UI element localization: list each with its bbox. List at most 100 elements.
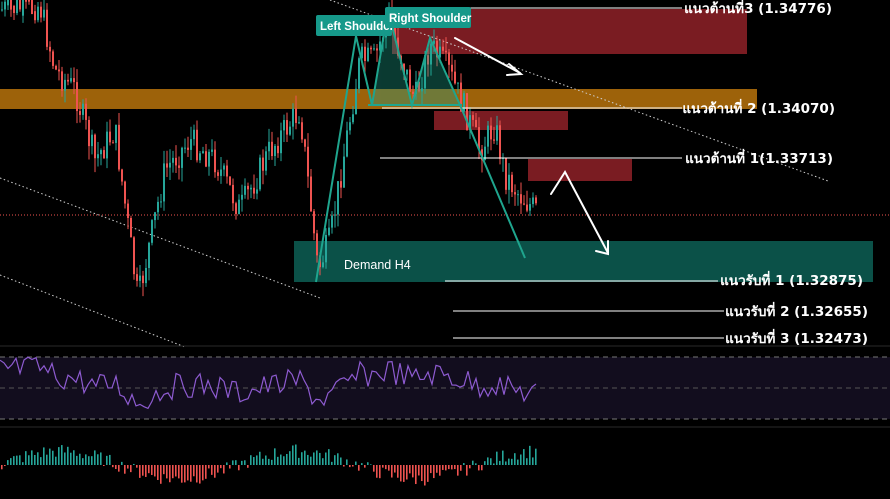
candle-body xyxy=(463,93,465,112)
candle-body xyxy=(520,194,522,204)
candle-body xyxy=(136,274,138,281)
macd-bar xyxy=(232,460,234,465)
macd-bar xyxy=(127,465,129,469)
macd-bar xyxy=(502,450,504,465)
candle-body xyxy=(379,41,381,51)
macd-bar xyxy=(16,455,18,465)
candle-body xyxy=(52,51,54,66)
candle-body xyxy=(373,48,375,50)
macd-bar xyxy=(454,465,456,470)
candle-body xyxy=(250,187,252,190)
candle-body xyxy=(418,81,420,92)
candle-body xyxy=(316,233,318,256)
macd-bar xyxy=(484,461,486,465)
candle-body xyxy=(529,204,531,211)
candle-body xyxy=(13,5,15,13)
candle-body xyxy=(49,46,51,52)
macd-bar xyxy=(199,465,201,484)
candle-body xyxy=(142,275,144,284)
candle-body xyxy=(109,131,111,143)
macd-bar xyxy=(394,465,396,473)
macd-bar xyxy=(145,465,147,477)
macd-bar xyxy=(298,457,300,465)
macd-bar xyxy=(268,458,270,465)
candle-body xyxy=(289,126,291,135)
macd-bar xyxy=(43,447,45,465)
arrow-lower-path xyxy=(550,170,609,254)
macd-bar xyxy=(115,465,117,470)
support-3-label: แนวรับที่ 3 (1.32473) xyxy=(725,328,868,347)
candle-body xyxy=(514,192,516,195)
candle-body xyxy=(28,0,30,2)
macd-bar xyxy=(64,452,66,465)
candle-body xyxy=(235,203,237,215)
macd-bar xyxy=(76,455,78,465)
macd-bar xyxy=(193,465,195,477)
right-shoulder-tag xyxy=(385,7,471,28)
macd-bar xyxy=(364,465,366,468)
macd-bar xyxy=(400,465,402,482)
candle-body xyxy=(421,88,423,92)
candle-body xyxy=(82,103,84,115)
macd-bar xyxy=(328,449,330,465)
macd-bar xyxy=(73,450,75,465)
macd-bar xyxy=(184,465,186,483)
macd-bar xyxy=(58,447,60,465)
macd-bar xyxy=(361,463,363,465)
candle-body xyxy=(160,201,162,203)
candle-body xyxy=(127,203,129,218)
macd-bar xyxy=(511,458,513,465)
macd-bar xyxy=(334,455,336,465)
macd-bar xyxy=(313,452,315,465)
candle-body xyxy=(133,237,135,275)
macd-bar xyxy=(352,465,354,467)
macd-bar xyxy=(367,462,369,465)
candle-body xyxy=(256,189,258,194)
candle-body xyxy=(97,154,99,159)
candle-body xyxy=(394,26,396,38)
macd-bar xyxy=(211,465,213,475)
macd-bar xyxy=(169,465,171,483)
candle-body xyxy=(241,194,243,200)
candle-body xyxy=(334,214,336,216)
candle-body xyxy=(295,108,297,123)
candle-body xyxy=(118,124,120,170)
macd-bar xyxy=(382,465,384,468)
candle-body xyxy=(238,199,240,215)
candle-body xyxy=(517,194,519,196)
candle-body xyxy=(274,145,276,157)
macd-bar xyxy=(217,465,219,473)
macd-bar xyxy=(343,465,345,467)
macd-bar xyxy=(469,465,471,469)
candle-body xyxy=(7,0,9,6)
macd-bar xyxy=(196,465,198,483)
macd-bar xyxy=(142,465,144,476)
macd-bar xyxy=(121,461,123,465)
candle-body xyxy=(439,46,441,58)
candle-body xyxy=(304,139,306,147)
macd-bar xyxy=(109,454,111,465)
candle-body xyxy=(532,197,534,205)
macd-bar xyxy=(427,465,429,482)
macd-bar xyxy=(292,445,294,465)
macd-bar xyxy=(433,465,435,479)
candle-body xyxy=(436,40,438,58)
candle-body xyxy=(211,149,213,152)
macd-bar xyxy=(82,458,84,465)
support-1-label: แนวรับที่ 1 (1.32875) xyxy=(720,270,863,289)
candle-body xyxy=(22,0,24,16)
macd-bar xyxy=(37,452,39,465)
candle-body xyxy=(358,58,360,89)
candle-body xyxy=(448,52,450,65)
candle-body xyxy=(265,151,267,171)
candle-body xyxy=(151,220,153,243)
macd-bar xyxy=(322,458,324,465)
pattern-shading xyxy=(372,10,460,105)
candle-body xyxy=(457,82,459,84)
macd-bar xyxy=(175,465,177,477)
macd-bar xyxy=(220,465,222,469)
macd-bar xyxy=(166,465,168,479)
candle-body xyxy=(454,71,456,84)
macd-bar xyxy=(490,458,492,465)
